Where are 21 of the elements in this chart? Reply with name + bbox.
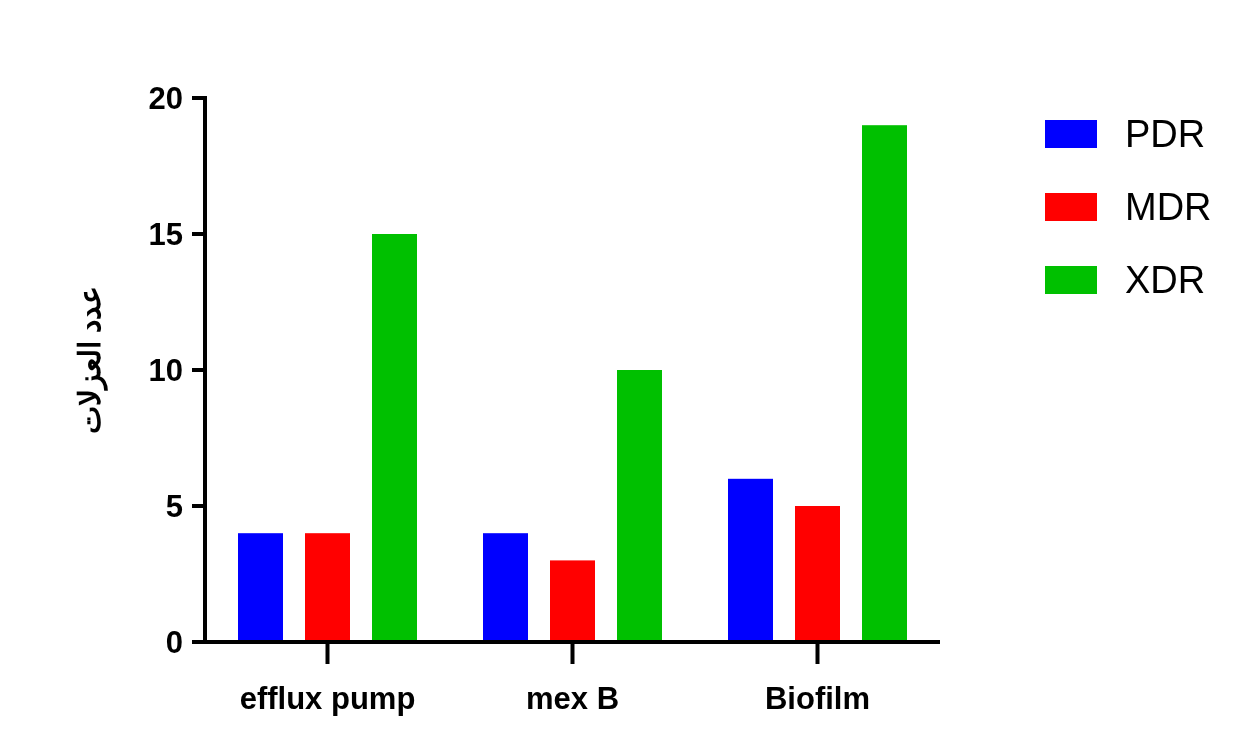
bar	[305, 533, 350, 642]
y-tick-label: 15	[148, 217, 183, 252]
y-tick-label: 0	[165, 625, 183, 660]
legend-label: MDR	[1125, 186, 1212, 228]
y-tick-label: 5	[165, 489, 183, 524]
y-tick-label: 20	[148, 81, 183, 116]
y-tick-label: 10	[148, 353, 183, 388]
bar	[728, 478, 773, 642]
bar	[372, 234, 417, 642]
bar	[862, 125, 907, 642]
x-tick-label: efflux pump	[239, 681, 416, 716]
x-tick-label: mex B	[525, 681, 620, 716]
bar	[617, 370, 662, 642]
bar	[795, 506, 840, 642]
bar	[238, 533, 283, 642]
y-axis-title: عدد العزلات	[73, 285, 108, 435]
bar	[483, 533, 528, 642]
bar	[550, 560, 595, 642]
legend-label: PDR	[1125, 113, 1206, 155]
legend-label: XDR	[1125, 259, 1206, 301]
x-tick-label: Biofilm	[764, 681, 871, 716]
